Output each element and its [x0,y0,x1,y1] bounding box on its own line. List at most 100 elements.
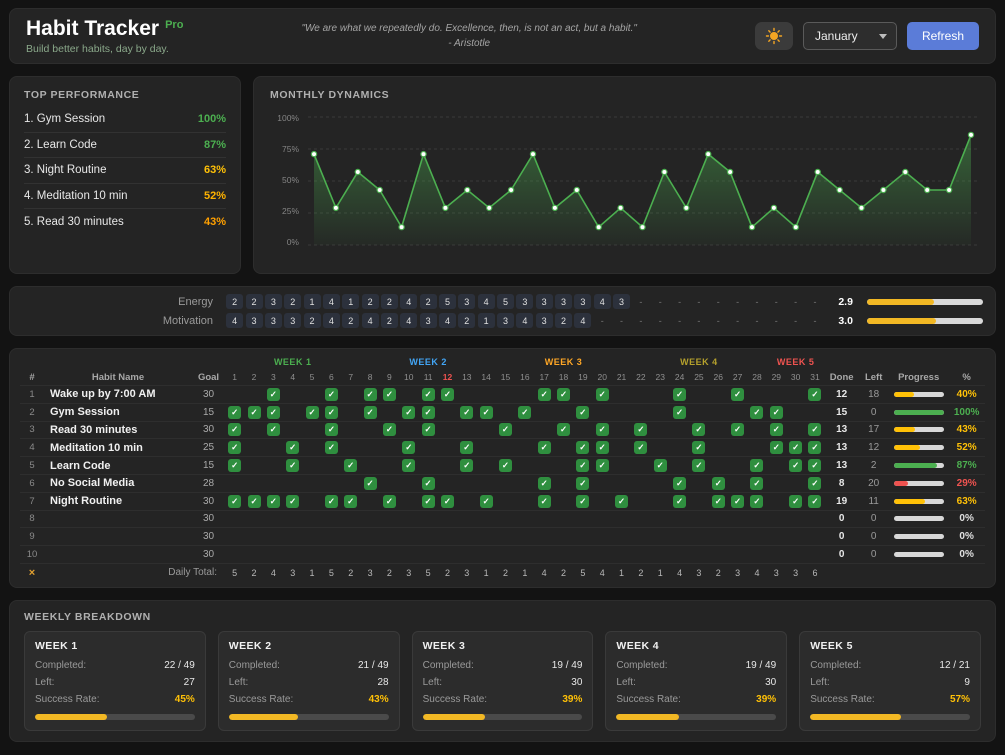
habit-day-cell[interactable] [767,386,786,403]
habit-day-cell[interactable] [515,528,534,545]
habit-day-cell[interactable] [476,439,495,456]
habit-day-cell[interactable]: ✓ [786,439,805,456]
habit-day-cell[interactable] [747,546,766,563]
habit-day-cell[interactable] [380,528,399,545]
habit-day-cell[interactable]: ✓ [805,475,824,492]
habit-day-cell[interactable]: ✓ [689,422,708,439]
habit-day-cell[interactable] [728,439,747,456]
habit-day-cell[interactable] [418,457,437,474]
habit-day-cell[interactable] [767,475,786,492]
stat-day-cell[interactable]: 4 [400,294,418,309]
habit-day-cell[interactable] [651,511,670,528]
habit-day-cell[interactable] [341,528,360,545]
habit-day-cell[interactable]: ✓ [380,422,399,439]
habit-day-cell[interactable] [244,546,263,563]
stat-day-cell[interactable]: 5 [496,294,514,309]
habit-day-cell[interactable] [709,546,728,563]
stat-day-cell[interactable]: 3 [264,313,282,328]
habit-day-cell[interactable] [283,404,302,421]
stat-day-cell[interactable]: - [736,296,740,307]
habit-day-cell[interactable] [283,422,302,439]
habit-day-cell[interactable] [593,528,612,545]
habit-day-cell[interactable] [476,528,495,545]
habit-day-cell[interactable]: ✓ [573,475,592,492]
stat-day-cell[interactable]: 4 [477,294,495,309]
habit-day-cell[interactable] [438,475,457,492]
habit-day-cell[interactable] [767,528,786,545]
habit-day-cell[interactable] [767,457,786,474]
habit-day-cell[interactable] [593,511,612,528]
stat-day-cell[interactable]: - [794,315,798,326]
stat-day-cell[interactable]: - [658,296,662,307]
habit-day-cell[interactable]: ✓ [593,457,612,474]
habit-day-cell[interactable] [554,475,573,492]
habit-goal[interactable]: 30 [202,388,215,400]
habit-day-cell[interactable]: ✓ [747,493,766,510]
habit-day-cell[interactable] [322,475,341,492]
clear-icon[interactable]: × [28,566,36,579]
stat-day-cell[interactable]: 2 [419,294,437,309]
habit-day-cell[interactable] [573,528,592,545]
habit-day-cell[interactable] [670,422,689,439]
habit-day-cell[interactable] [476,457,495,474]
habit-day-cell[interactable]: ✓ [341,493,360,510]
stat-day-cell[interactable]: - [813,315,817,326]
stat-day-cell[interactable]: - [658,315,662,326]
stat-day-cell[interactable]: 2 [380,313,398,328]
habit-day-cell[interactable] [728,475,747,492]
habit-day-cell[interactable] [651,528,670,545]
stat-day-cell[interactable]: 2 [342,313,360,328]
habit-day-cell[interactable] [457,422,476,439]
habit-day-cell[interactable] [283,475,302,492]
habit-day-cell[interactable]: ✓ [225,404,244,421]
habit-day-cell[interactable] [244,386,263,403]
habit-day-cell[interactable] [399,493,418,510]
habit-day-cell[interactable] [360,457,379,474]
habit-day-cell[interactable]: ✓ [380,493,399,510]
habit-day-cell[interactable] [689,404,708,421]
habit-day-cell[interactable]: ✓ [399,439,418,456]
habit-name[interactable]: Meditation 10 min [50,441,143,454]
stat-day-cell[interactable]: 2 [361,294,379,309]
stat-day-cell[interactable]: 3 [458,294,476,309]
habit-day-cell[interactable] [496,546,515,563]
habit-day-cell[interactable] [380,511,399,528]
habit-day-cell[interactable] [689,493,708,510]
habit-day-cell[interactable]: ✓ [457,404,476,421]
habit-day-cell[interactable] [612,422,631,439]
habit-day-cell[interactable]: ✓ [225,422,244,439]
habit-day-cell[interactable] [786,422,805,439]
habit-day-cell[interactable] [476,475,495,492]
habit-day-cell[interactable]: ✓ [805,386,824,403]
habit-day-cell[interactable] [438,439,457,456]
habit-day-cell[interactable]: ✓ [573,493,592,510]
stat-day-cell[interactable]: 4 [361,313,379,328]
habit-day-cell[interactable] [612,439,631,456]
stat-day-cell[interactable]: - [678,296,682,307]
stat-day-cell[interactable]: 4 [593,294,611,309]
habit-day-cell[interactable] [380,475,399,492]
stat-day-cell[interactable]: 3 [535,313,553,328]
habit-day-cell[interactable] [302,457,321,474]
habit-day-cell[interactable]: ✓ [264,386,283,403]
stat-day-cell[interactable]: - [794,296,798,307]
habit-day-cell[interactable]: ✓ [767,404,786,421]
habit-day-cell[interactable] [631,404,650,421]
habit-goal[interactable]: 15 [202,460,215,472]
stat-day-cell[interactable]: 3 [496,313,514,328]
habit-day-cell[interactable] [573,422,592,439]
habit-goal[interactable]: 30 [202,513,215,525]
habit-day-cell[interactable] [573,386,592,403]
habit-day-cell[interactable]: ✓ [670,475,689,492]
habit-day-cell[interactable] [283,511,302,528]
habit-day-cell[interactable] [515,457,534,474]
stat-day-cell[interactable]: - [697,296,701,307]
habit-day-cell[interactable]: ✓ [476,493,495,510]
stat-day-cell[interactable]: - [678,315,682,326]
habit-day-cell[interactable]: ✓ [554,422,573,439]
habit-day-cell[interactable] [302,422,321,439]
habit-day-cell[interactable] [457,511,476,528]
habit-day-cell[interactable] [573,546,592,563]
habit-day-cell[interactable] [399,422,418,439]
habit-day-cell[interactable]: ✓ [360,475,379,492]
